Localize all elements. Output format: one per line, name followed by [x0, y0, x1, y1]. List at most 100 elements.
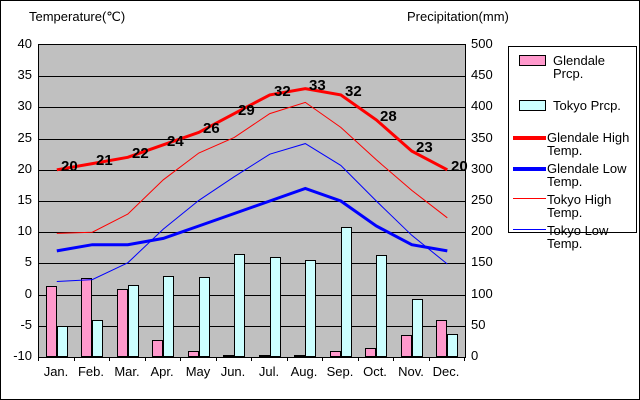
legend-line-sample: [513, 167, 546, 171]
line-glendale-high-temp-: [56, 87, 448, 172]
precip-tick-label: 200: [471, 223, 493, 239]
gridline: [39, 201, 465, 202]
precip-tick-label: 100: [471, 285, 493, 301]
month-label-aug: Aug.: [290, 364, 318, 379]
bar-tokyo-prcp: [305, 260, 316, 357]
data-label: 33: [309, 77, 326, 94]
bar-tokyo-prcp: [270, 257, 281, 357]
bar-tokyo-prcp: [412, 299, 423, 357]
precip-tick-label: 50: [471, 316, 486, 332]
month-label-may: May: [185, 364, 211, 379]
x-axis-tick: [180, 357, 181, 361]
bar-glendale-prcp: [117, 289, 128, 357]
temp-tick-label: -10: [13, 348, 32, 363]
data-label: 26: [203, 120, 220, 137]
legend-label: Glendale Prcp.: [553, 53, 606, 81]
x-axis-tick: [464, 357, 465, 361]
temp-tick-label: -5: [20, 316, 32, 332]
gridline: [39, 139, 465, 140]
data-label: 28: [380, 108, 397, 125]
month-label-jul: Jul.: [258, 364, 280, 379]
data-label: 24: [167, 133, 184, 150]
bar-tokyo-prcp: [447, 334, 458, 357]
gridline: [39, 326, 465, 327]
legend-item: Glendale High Temp.: [513, 131, 634, 157]
data-label: 22: [132, 145, 149, 162]
temp-tick-label: 35: [17, 67, 32, 83]
legend-item: Tokyo High Temp.: [513, 193, 634, 219]
temperature-lines: [56, 87, 448, 282]
bar-tokyo-prcp: [92, 320, 103, 357]
gridline: [39, 76, 465, 77]
precip-tick-label: 250: [471, 192, 493, 207]
precip-tick-label: 150: [471, 254, 493, 270]
data-label: 20: [61, 158, 78, 175]
legend-item: Tokyo Prcp.: [519, 99, 634, 112]
month-label-dec: Dec.: [432, 364, 460, 379]
line-tokyo-high-temp-: [56, 101, 448, 234]
data-label: 20: [451, 158, 468, 175]
x-axis-tick: [393, 357, 394, 361]
temp-tick-label: 10: [17, 223, 32, 239]
precip-tick-label: 400: [471, 98, 493, 114]
gridline: [39, 170, 465, 171]
legend-label: Tokyo Low Temp.: [547, 223, 609, 251]
x-axis-tick: [38, 357, 39, 361]
x-axis-tick: [322, 357, 323, 361]
temp-tick-label: 20: [17, 160, 32, 176]
temp-tick-label: 30: [17, 98, 32, 114]
month-label-jan: Jan.: [43, 364, 69, 379]
legend-label: Glendale High Temp.: [547, 130, 630, 158]
x-axis-tick: [287, 357, 288, 361]
legend-item: Glendale Low Temp.: [513, 162, 634, 188]
bar-glendale-prcp: [152, 340, 163, 357]
bar-glendale-prcp: [365, 348, 376, 357]
bar-tokyo-prcp: [234, 254, 245, 357]
month-label-sep: Sep.: [326, 364, 354, 379]
bar-glendale-prcp: [330, 351, 341, 357]
legend-line-sample: [513, 198, 546, 199]
x-axis-tick: [429, 357, 430, 361]
left-axis-title: Temperature(℃): [29, 9, 126, 24]
precip-tick-label: 450: [471, 67, 493, 83]
legend: Glendale Prcp. Tokyo Prcp. Glendale High T…: [508, 46, 637, 250]
legend-swatch: [519, 55, 546, 66]
legend-item: Tokyo Low Temp.: [513, 224, 634, 250]
temp-tick-label: 0: [24, 285, 32, 301]
legend-label: Glendale Low Temp.: [547, 161, 627, 189]
x-axis-tick: [145, 357, 146, 361]
legend-swatch: [519, 100, 546, 111]
x-axis-tick: [216, 357, 217, 361]
data-label: 23: [416, 139, 433, 156]
temp-tick-label: 40: [17, 36, 32, 51]
bar-tokyo-prcp: [128, 285, 139, 357]
legend-label: Tokyo High Temp.: [547, 192, 612, 220]
bar-glendale-prcp: [81, 278, 92, 357]
temp-tick-label: 5: [24, 254, 32, 270]
data-label: 32: [274, 83, 291, 100]
gridline: [39, 107, 465, 108]
bar-tokyo-prcp: [341, 227, 352, 357]
legend-label: Tokyo Prcp.: [553, 98, 621, 113]
data-label: 32: [345, 83, 362, 100]
precip-tick-label: 300: [471, 160, 493, 176]
precip-tick-label: 500: [471, 36, 493, 51]
precip-tick-label: 350: [471, 129, 493, 145]
precip-tick-label: 0: [471, 348, 479, 363]
line-glendale-low-temp-: [56, 186, 448, 253]
month-label-jun: Jun.: [220, 364, 246, 379]
right-axis-title: Precipitation(mm): [407, 9, 509, 24]
legend-line-sample: [513, 136, 546, 140]
bar-glendale-prcp: [401, 335, 412, 357]
gridline: [39, 263, 465, 264]
legend-item: Glendale Prcp.: [519, 54, 634, 80]
plot-area: 20 21 22 24 26 29 32 33 32 28 23 20: [38, 44, 468, 358]
gridline: [39, 232, 465, 233]
bar-glendale-prcp: [46, 286, 57, 357]
month-label-oct: Oct.: [363, 364, 387, 379]
data-label: 29: [238, 102, 255, 119]
bar-tokyo-prcp: [57, 326, 68, 357]
month-label-feb: Feb.: [77, 364, 104, 379]
temp-tick-label: 25: [17, 129, 32, 145]
data-label: 21: [96, 152, 113, 169]
